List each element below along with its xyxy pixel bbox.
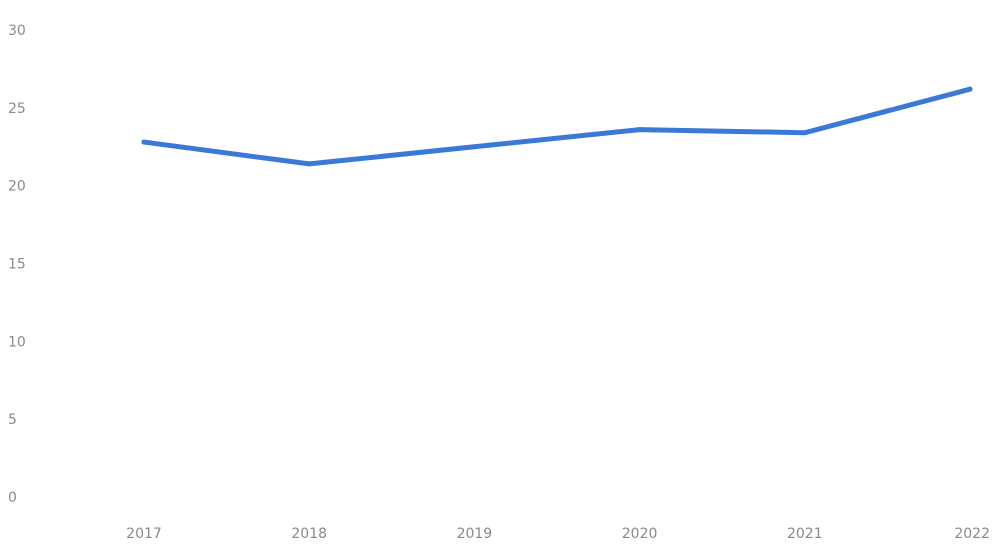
x-tick-label: 2017 xyxy=(126,526,162,542)
x-tick-label: 2020 xyxy=(622,526,658,542)
data-point xyxy=(802,130,808,136)
y-tick-label: 10 xyxy=(8,334,26,350)
data-point xyxy=(471,144,477,150)
x-axis-ticks: 2017 2018 2019 2020 2021 2022 xyxy=(126,526,990,542)
y-tick-label: 5 xyxy=(8,412,17,428)
y-axis-ticks: 0 5 10 15 20 25 30 xyxy=(8,23,26,506)
series-line xyxy=(141,86,973,167)
x-tick-label: 2021 xyxy=(787,526,823,542)
data-point xyxy=(967,86,973,92)
x-tick-label: 2022 xyxy=(954,526,990,542)
data-point xyxy=(141,139,147,145)
data-point xyxy=(306,161,312,167)
y-tick-label: 0 xyxy=(8,490,17,506)
y-tick-label: 20 xyxy=(8,179,26,195)
x-tick-label: 2018 xyxy=(291,526,327,542)
series-layer xyxy=(141,86,973,167)
data-point xyxy=(637,127,643,133)
y-tick-label: 15 xyxy=(8,257,26,273)
x-tick-label: 2019 xyxy=(457,526,493,542)
y-tick-label: 25 xyxy=(8,101,26,117)
y-tick-label: 30 xyxy=(8,23,26,39)
